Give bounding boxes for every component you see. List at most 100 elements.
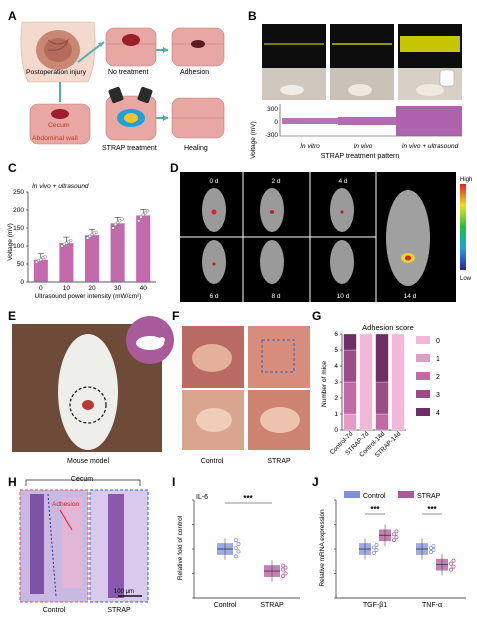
- panel-g-legend-label: 3: [436, 392, 440, 399]
- panel-c-ytick-label: 100: [13, 243, 24, 250]
- panel-c-point: [141, 213, 145, 217]
- panel-j-control-point: [429, 546, 433, 550]
- panel-g-ytick-label: 6: [334, 331, 338, 338]
- panel-c-bar: [84, 235, 100, 282]
- panel-h-adhesion: Adhesion: [52, 501, 79, 508]
- scale-low-label: Low: [460, 276, 472, 282]
- panel-h-strap: STRAP: [107, 607, 131, 614]
- signal-in-vitro: [282, 118, 338, 124]
- panel-j-strap-point: [451, 558, 456, 563]
- photo-in-vitro: [262, 68, 326, 100]
- panel-c-point: [115, 221, 120, 225]
- panel-i-xtick-label: Control: [214, 602, 237, 609]
- panel-c-point: [137, 219, 141, 223]
- panel-label-g: G: [312, 309, 321, 323]
- label-postoperation-injury: Postoperation injury: [26, 69, 87, 76]
- day-label-10d: 10 d: [337, 293, 350, 300]
- panel-label-i: I: [172, 475, 175, 489]
- oscilloscope-screen-in-vivo: [330, 24, 394, 68]
- panel-g-bar-segment: [375, 413, 389, 431]
- panel-j-xtick-label: TNF-α: [422, 602, 442, 609]
- legend-control-label: Control: [363, 493, 386, 500]
- day-label-0d: 0 d: [209, 178, 218, 185]
- panel-c-xtick-label: 20: [88, 285, 96, 292]
- oscilloscope-screen-in-vitro: [262, 24, 326, 68]
- color-scale-bar: [460, 184, 466, 270]
- panel-g-bar-segment: [391, 333, 405, 431]
- panel-c-point: [88, 234, 92, 238]
- panel-b-tick-300: 300: [267, 106, 278, 113]
- label-adhesion: Adhesion: [180, 69, 209, 76]
- panel-i-xtick-label: STRAP: [260, 602, 284, 609]
- panel-c-point: [69, 239, 73, 243]
- panel-j-control-point: [431, 548, 436, 552]
- legend-strap-swatch: [398, 491, 414, 498]
- panel-c-bar: [33, 259, 48, 282]
- panel-c-ylabel: Voltage (mV): [7, 223, 14, 261]
- panel-b-tick-minus-300: -300: [265, 132, 278, 139]
- panel-label-a: A: [8, 9, 17, 23]
- panel-e-caption: Mouse model: [67, 458, 109, 465]
- arrow-icon: [77, 41, 105, 63]
- panel-g-bar-segment: [343, 333, 357, 351]
- panel-i-control-point: [234, 538, 238, 543]
- panel-a-illustration: [20, 21, 225, 145]
- panel-b-tick-0: 0: [274, 119, 278, 126]
- panel-j-ylabel: Relative mRNA expression: [319, 509, 326, 587]
- panel-j-control-point: [431, 544, 436, 549]
- panel-h-histology: [19, 479, 149, 603]
- panel-f-photos: [182, 326, 310, 450]
- panel-c-inner-label: In vivo + ultrasound: [32, 183, 89, 190]
- panel-d-imaging: [180, 172, 466, 302]
- panel-g-ytick-label: 3: [334, 379, 338, 386]
- panel-g-legend-swatch: [416, 354, 430, 362]
- panel-g-ytick-label: 2: [334, 395, 338, 402]
- ultrasound-probe-icon: [108, 86, 124, 104]
- panel-i-control-point: [236, 542, 241, 547]
- ultrasound-probe-icon: [137, 86, 153, 104]
- panel-g-legend-swatch: [416, 372, 430, 380]
- panel-j-control-point: [374, 548, 379, 552]
- panel-c-chart: 0 50 100 150 200 250 0 10 20 30 40: [13, 189, 156, 292]
- scale-high-label: High: [460, 177, 472, 183]
- panel-i-inner: IL-6: [196, 494, 208, 501]
- imaging-tile-2d: [260, 188, 284, 232]
- panel-j-strap-point: [451, 564, 456, 569]
- panel-c-xtick-label: 10: [63, 285, 71, 292]
- panel-e-photo: [12, 316, 174, 452]
- panel-b-xlabel: STRAP treatment pattern: [321, 153, 400, 160]
- panel-g-ylabel: Number of mice: [321, 361, 328, 407]
- panel-i-sig-label: ***: [243, 494, 253, 503]
- panel-b-photos: [262, 24, 462, 100]
- panel-i-strap-point: [283, 565, 288, 570]
- panel-c-xtick-label: 40: [140, 285, 148, 292]
- panel-b-ylabel: Voltage (mV): [250, 121, 257, 159]
- panel-c-point: [64, 241, 68, 245]
- panel-c-point: [94, 230, 98, 234]
- panel-c-ytick-label: 200: [13, 207, 24, 214]
- panel-c-point: [139, 215, 143, 219]
- panel-c-bar: [136, 215, 151, 282]
- panel-g-bar-segment: [343, 381, 357, 415]
- panel-g-legend-swatch: [416, 390, 430, 398]
- panel-h-cecum: Cecum: [71, 476, 93, 483]
- panel-c-point: [120, 217, 124, 221]
- panel-g-legend-label: 2: [436, 374, 440, 381]
- tissue-no-treatment: [105, 27, 157, 67]
- cond-in-vivo: In vivo: [354, 143, 373, 150]
- adhesion-arrow-icon: [59, 509, 73, 531]
- tissue-cecum-wall: [29, 103, 91, 145]
- label-no-treatment: No treatment: [108, 69, 149, 76]
- panel-j-sig-label: ***: [370, 505, 380, 514]
- panel-label-c: C: [8, 161, 17, 175]
- panel-c-point: [85, 236, 90, 240]
- panel-g-legend-label: 4: [436, 410, 440, 417]
- label-healing: Healing: [184, 145, 208, 152]
- panel-i-strap-point: [281, 574, 285, 578]
- panel-label-j: J: [312, 475, 319, 489]
- cond-in-vivo-ultrasound: In vivo + ultrasound: [402, 143, 459, 150]
- panel-j-control-point: [429, 549, 433, 554]
- panel-f-control: Control: [201, 458, 224, 465]
- panel-g-legend-label: 1: [436, 356, 440, 363]
